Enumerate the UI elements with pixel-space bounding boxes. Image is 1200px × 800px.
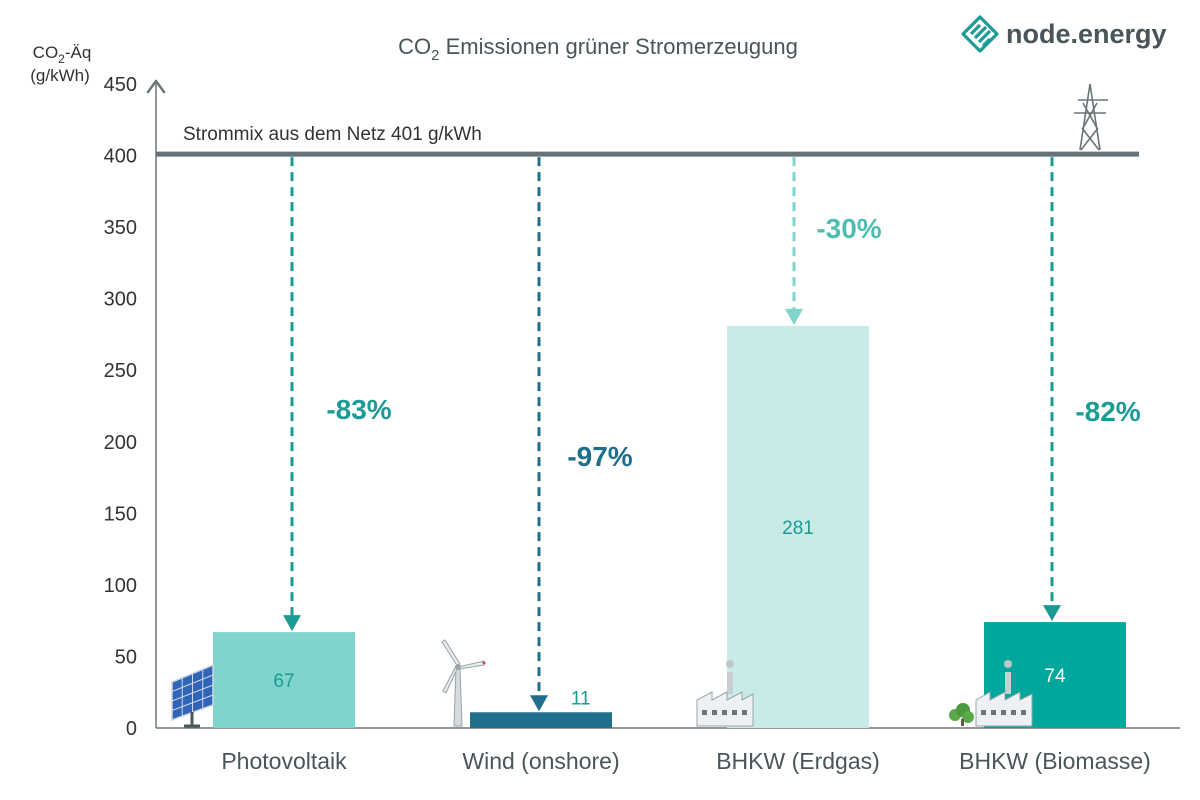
reduction-label: -97%: [567, 441, 632, 472]
y-tick-label: 450: [104, 74, 137, 96]
data-label: 281: [782, 518, 814, 539]
y-axis-label-line2: (g/kWh): [30, 66, 90, 85]
data-label: 67: [273, 671, 294, 692]
gas-power-plant-icon: [696, 660, 754, 727]
chart-title: CO2 Emissionen grüner Stromerzeugung: [398, 34, 798, 64]
data-label: 74: [1044, 666, 1066, 687]
y-axis-arrow-icon: [146, 79, 166, 94]
biomass-power-plant-icon: [949, 660, 1033, 727]
reduction-label: -82%: [1075, 396, 1140, 427]
x-tick-label: Photovoltaik: [221, 748, 347, 774]
y-tick-label: 200: [104, 432, 137, 454]
y-tick-label: 400: [104, 146, 137, 168]
y-tick-label: 300: [104, 289, 137, 311]
y-tick-label: 150: [104, 503, 137, 525]
y-tick-label: 350: [104, 217, 137, 239]
arrow-head-icon: [283, 615, 301, 632]
reduction-label: -30%: [816, 213, 881, 244]
reduction-label: -83%: [326, 394, 391, 425]
x-tick-label: Wind (onshore): [462, 748, 619, 774]
node-energy-logo-icon: [961, 15, 999, 53]
brand-logo: node.energy: [961, 15, 1167, 53]
brand-name: node.energy: [1006, 19, 1167, 49]
y-tick-label: 50: [115, 646, 137, 668]
power-pylon-icon: [1074, 83, 1108, 151]
y-tick-label: 250: [104, 360, 137, 382]
x-tick-label: BHKW (Biomasse): [959, 748, 1151, 774]
bar-photovoltaik: [213, 632, 355, 728]
arrow-head-icon: [785, 308, 803, 325]
y-tick-label: 0: [126, 718, 137, 740]
y-axis-label-line1: CO2-Äq: [33, 43, 92, 66]
arrow-head-icon: [530, 695, 548, 712]
bar-bhkw-erdgas: [727, 325, 869, 728]
bar-wind-onshore: [470, 712, 612, 728]
solar-panel-icon: [171, 663, 214, 728]
x-tick-label: BHKW (Erdgas): [716, 748, 880, 774]
arrow-head-icon: [1043, 605, 1061, 622]
data-label: 11: [571, 688, 591, 709]
y-tick-label: 100: [104, 575, 137, 597]
reference-line-label: Strommix aus dem Netz 401 g/kWh: [183, 124, 482, 145]
wind-turbine-icon: [441, 639, 486, 727]
